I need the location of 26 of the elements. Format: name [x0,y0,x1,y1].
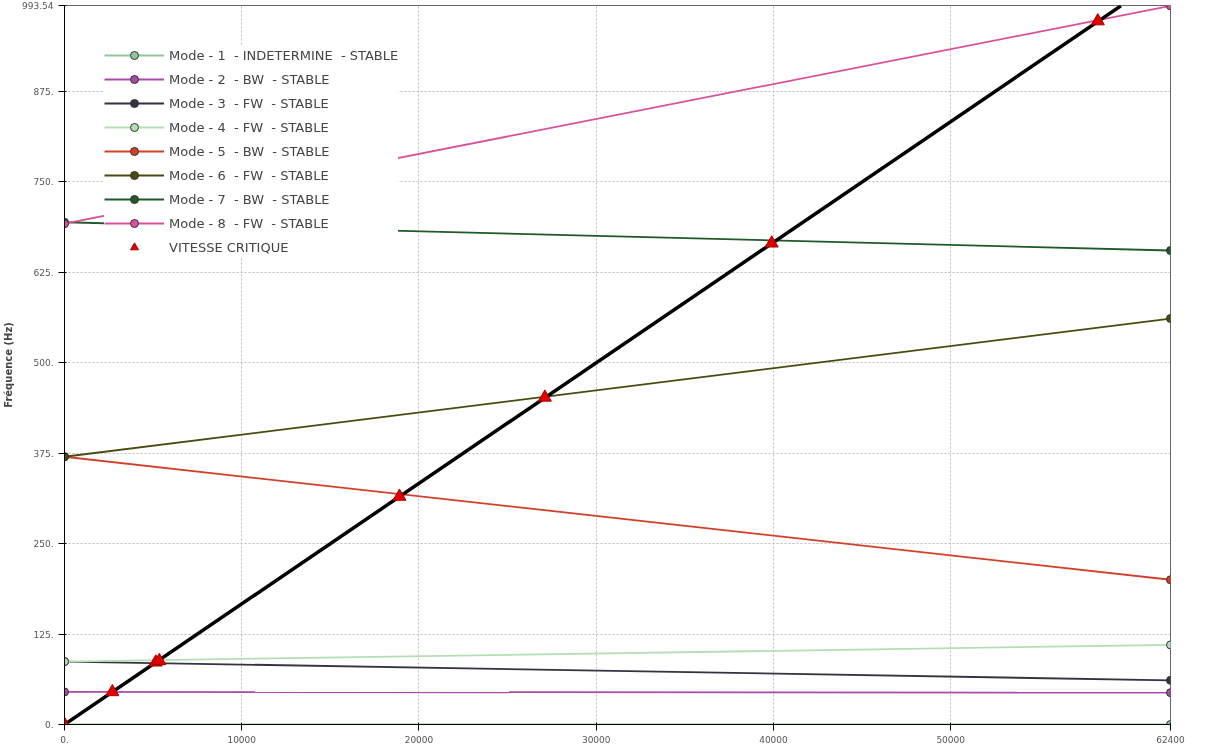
x-tick-label: 50000 [936,734,966,745]
x-tick-label: 10000 [227,734,257,745]
legend-label: Mode - 8 - FW - STABLE [169,215,329,231]
legend-label: Mode - 4 - FW - STABLE [169,119,329,135]
y-tick-label: 250. [33,539,54,550]
x-tick-label: 40000 [759,734,789,745]
x-tick-label: 0. [60,734,69,745]
y-tick-label: 125. [33,629,54,640]
y-tick-label: 993.54 [22,1,54,11]
y-tick-label: 0. [44,720,54,730]
legend-label: Mode - 2 - BW - STABLE [169,71,330,87]
y-tick-label: 500. [33,358,54,369]
x-tick-label: 30000 [581,734,611,745]
y-tick-label: 875. [33,86,54,97]
y-tick-label: 375. [33,448,54,459]
x-tick-label: 62400 [1156,734,1186,745]
x-tick-label: 20000 [404,734,434,745]
y-tick-label: 750. [33,177,54,188]
y-axis-title: Fréquence (Hz) [3,322,15,408]
legend-label: Mode - 3 - FW - STABLE [169,95,329,111]
legend-label: Mode - 7 - BW - STABLE [169,191,330,207]
legend-label: VITESSE CRITIQUE [169,239,289,255]
y-tick-label: 625. [33,267,54,278]
legend-label: Mode - 6 - FW - STABLE [169,167,329,183]
legend-label: Mode - 5 - BW - STABLE [169,143,330,159]
legend-label: Mode - 1 - INDETERMINE - STABLE [169,47,399,63]
